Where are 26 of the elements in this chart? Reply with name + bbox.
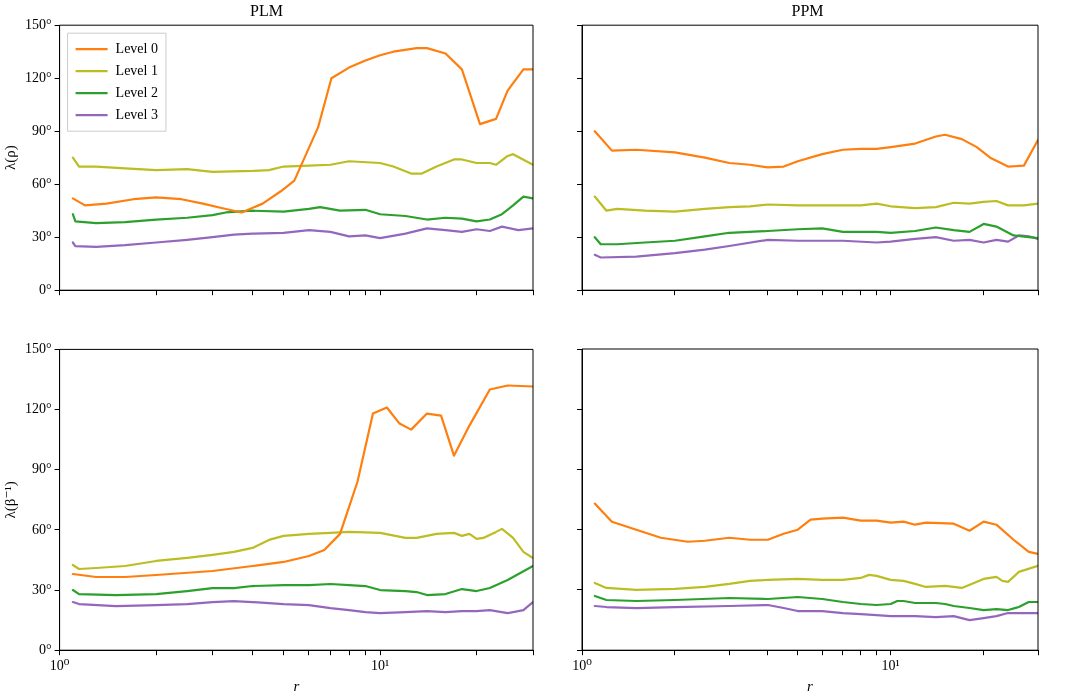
y-tick-label: 0°	[38, 641, 52, 657]
chart-title: PLM	[250, 1, 283, 19]
y-tick-label: 150°	[24, 341, 52, 357]
y-tick-label: 90°	[31, 461, 52, 477]
legend-label: Level 2	[115, 84, 158, 100]
y-tick-label: 30°	[31, 228, 52, 244]
x-tick-label: 10⁰	[49, 658, 70, 674]
y-tick-label: 0°	[38, 281, 52, 297]
y-tick-label: 30°	[31, 581, 52, 597]
y-tick-label: 60°	[31, 521, 52, 537]
y-axis-title: λ(ρ)	[1, 145, 19, 171]
legend-label: Level 0	[115, 40, 158, 56]
legend-label: Level 3	[115, 106, 158, 122]
chart-title: PPM	[791, 1, 824, 19]
x-tick-label: 10¹	[370, 658, 390, 674]
x-tick-label: 10¹	[881, 658, 900, 674]
y-tick-label: 90°	[31, 122, 52, 138]
y-tick-label: 60°	[31, 175, 52, 191]
y-tick-label: 150°	[24, 16, 52, 32]
legend-label: Level 1	[115, 62, 158, 78]
x-axis-title: r	[807, 677, 814, 694]
x-tick-label: 10⁰	[572, 658, 593, 674]
y-tick-label: 120°	[24, 69, 52, 85]
y-axis-title: λ(β⁻¹)	[1, 481, 19, 519]
y-tick-label: 120°	[24, 401, 52, 417]
x-axis-title: r	[293, 677, 300, 694]
